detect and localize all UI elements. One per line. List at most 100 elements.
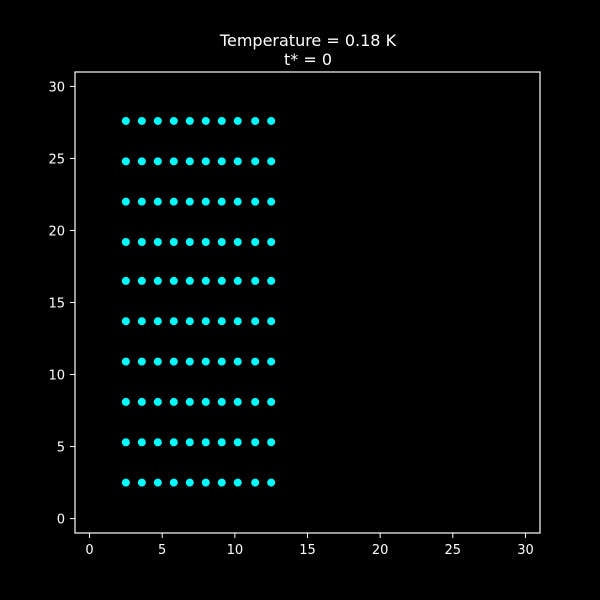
data-point <box>251 237 260 246</box>
data-point <box>233 317 242 326</box>
y-tick-label: 5 <box>57 441 65 456</box>
data-point <box>201 397 210 406</box>
data-point <box>267 276 276 285</box>
data-point <box>251 276 260 285</box>
data-point <box>217 478 226 487</box>
data-point <box>251 357 260 366</box>
data-point <box>267 438 276 447</box>
data-point <box>153 157 162 166</box>
data-point <box>121 237 130 246</box>
data-point <box>217 357 226 366</box>
data-point <box>217 276 226 285</box>
data-point <box>185 397 194 406</box>
data-point <box>251 317 260 326</box>
data-point <box>153 317 162 326</box>
y-axis: 0 5 10 15 20 25 30 <box>48 80 75 528</box>
data-point <box>201 276 210 285</box>
data-point <box>137 438 146 447</box>
data-point <box>185 157 194 166</box>
data-point <box>233 237 242 246</box>
data-point <box>121 397 130 406</box>
data-point <box>267 116 276 125</box>
data-point <box>233 116 242 125</box>
data-point <box>201 478 210 487</box>
x-tick-label: 20 <box>372 543 389 558</box>
data-point <box>201 357 210 366</box>
data-point <box>233 438 242 447</box>
data-point <box>251 397 260 406</box>
data-point <box>121 276 130 285</box>
data-point <box>153 276 162 285</box>
data-point <box>233 397 242 406</box>
data-point <box>121 157 130 166</box>
data-point <box>251 197 260 206</box>
data-point <box>137 197 146 206</box>
x-tick-label: 10 <box>227 543 244 558</box>
data-point <box>201 317 210 326</box>
data-point <box>217 237 226 246</box>
data-point <box>233 157 242 166</box>
data-point <box>169 357 178 366</box>
data-point <box>233 276 242 285</box>
data-point <box>137 478 146 487</box>
data-point <box>137 157 146 166</box>
x-tick-label: 15 <box>299 543 316 558</box>
data-points <box>121 116 276 487</box>
data-point <box>185 276 194 285</box>
data-point <box>251 478 260 487</box>
data-point <box>185 116 194 125</box>
data-point <box>153 116 162 125</box>
y-tick-label: 20 <box>48 224 65 239</box>
y-tick-label: 10 <box>48 369 65 384</box>
data-point <box>169 116 178 125</box>
data-point <box>137 116 146 125</box>
data-point <box>267 317 276 326</box>
data-point <box>121 317 130 326</box>
data-point <box>169 157 178 166</box>
data-point <box>217 116 226 125</box>
y-tick-label: 25 <box>48 152 65 167</box>
x-tick-label: 5 <box>158 543 166 558</box>
data-point <box>185 438 194 447</box>
data-point <box>185 357 194 366</box>
x-axis: 0 5 10 15 20 25 30 <box>85 533 534 558</box>
data-point <box>201 116 210 125</box>
data-point <box>217 438 226 447</box>
data-point <box>137 357 146 366</box>
data-point <box>267 397 276 406</box>
data-point <box>169 237 178 246</box>
data-point <box>137 276 146 285</box>
data-point <box>121 357 130 366</box>
data-point <box>233 478 242 487</box>
data-point <box>201 157 210 166</box>
data-point <box>251 157 260 166</box>
data-point <box>153 397 162 406</box>
data-point <box>217 157 226 166</box>
data-point <box>267 478 276 487</box>
data-point <box>217 397 226 406</box>
data-point <box>153 357 162 366</box>
y-tick-label: 0 <box>57 513 65 528</box>
data-point <box>217 197 226 206</box>
data-point <box>267 237 276 246</box>
data-point <box>153 197 162 206</box>
data-point <box>251 438 260 447</box>
data-point <box>267 157 276 166</box>
data-point <box>217 317 226 326</box>
data-point <box>153 237 162 246</box>
data-point <box>185 317 194 326</box>
chart-subtitle: t* = 0 <box>284 50 332 69</box>
data-point <box>169 317 178 326</box>
data-point <box>137 237 146 246</box>
data-point <box>137 317 146 326</box>
y-tick-label: 30 <box>48 80 65 95</box>
data-point <box>233 357 242 366</box>
data-point <box>201 197 210 206</box>
data-point <box>251 116 260 125</box>
data-point <box>169 438 178 447</box>
data-point <box>233 197 242 206</box>
data-point <box>201 237 210 246</box>
data-point <box>121 116 130 125</box>
